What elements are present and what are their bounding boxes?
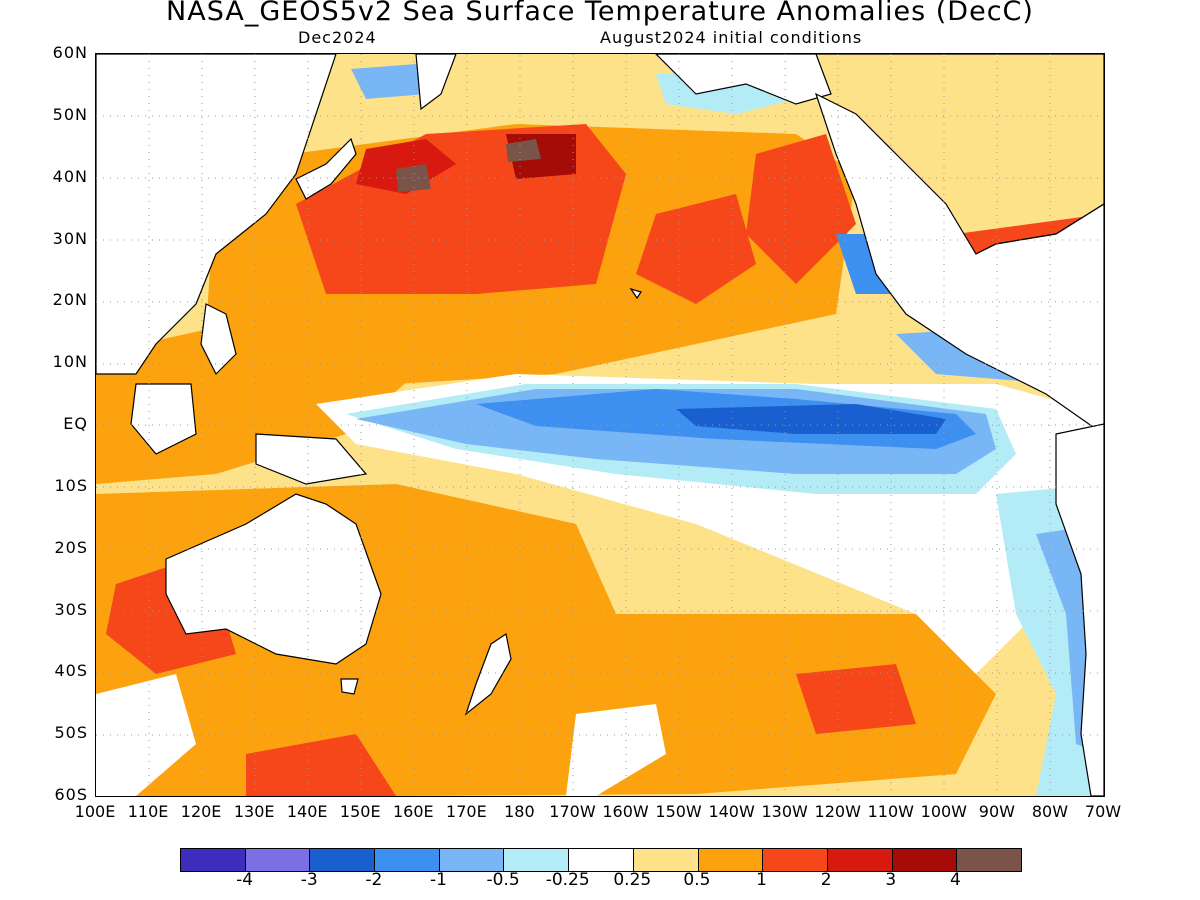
longitude-label: 180: [504, 802, 535, 821]
latitude-label: 50N: [52, 104, 88, 124]
legend-label: -1: [429, 870, 447, 890]
legend-label: -2: [365, 870, 383, 890]
alaska-landmass: [655, 54, 832, 105]
legend-label: -3: [300, 870, 318, 890]
initial-conditions-label: August2024 initial conditions: [600, 28, 863, 47]
north-america-coast: [814, 92, 1104, 435]
latitude-label: 60N: [52, 43, 88, 62]
tasmania-landmass: [340, 678, 359, 695]
longitude-label: 170E: [446, 802, 487, 821]
longitude-label: 170W: [549, 802, 596, 821]
anomaly-region: [396, 164, 431, 192]
longitude-label: 130E: [233, 802, 275, 821]
anomaly-region: [356, 139, 456, 194]
latitude-label: 60S: [54, 785, 88, 804]
legend-label: -0.25: [545, 870, 590, 890]
australia-landmass: [165, 493, 382, 665]
longitude-label: 160E: [392, 802, 434, 821]
longitude-label: 110W: [867, 802, 914, 821]
legend-swatch: [892, 849, 958, 871]
latitude-label: 30N: [52, 228, 88, 248]
latitude-label: 20N: [52, 290, 88, 310]
anomaly-region: [796, 664, 916, 734]
legend-swatch: [439, 849, 505, 871]
legend-swatch: [569, 849, 634, 871]
map-gridlines: [96, 54, 1104, 796]
latitude-label: 10N: [52, 352, 88, 372]
latitude-label: 40S: [54, 661, 88, 681]
longitude-label: 150E: [339, 802, 381, 821]
legend-label: 4: [949, 870, 961, 890]
south-america-landmass: [1055, 423, 1104, 796]
japan-landmass: [295, 137, 357, 200]
longitude-label: 90W: [978, 802, 1015, 821]
latitude-label: 40N: [52, 166, 88, 186]
legend-swatch: [633, 849, 699, 871]
legend-swatch: [310, 849, 376, 871]
anomaly-region: [636, 194, 756, 304]
borneo-landmass: [130, 383, 197, 455]
longitude-label: 140E: [286, 802, 328, 821]
philippines-landmass: [200, 303, 237, 376]
anomaly-region: [246, 734, 396, 796]
legend-label: 0.5: [683, 870, 711, 890]
anomaly-region: [746, 134, 856, 284]
legend-label: -0.5: [486, 870, 520, 890]
land-masses: [96, 54, 1104, 796]
legend-label: 2: [820, 870, 832, 890]
legend-swatch: [245, 849, 311, 871]
anomaly-region: [566, 704, 666, 796]
legend-label: 1: [756, 870, 767, 890]
color-legend: [180, 848, 1022, 872]
legend-swatch: [375, 849, 440, 871]
legend-swatch: [698, 849, 764, 871]
longitude-label: 120E: [180, 802, 222, 821]
legend-label: 0.25: [613, 870, 652, 890]
legend-swatch: [827, 849, 893, 871]
legend-label: -4: [236, 870, 254, 890]
kamchatka-landmass: [415, 54, 457, 111]
legend-swatch: [957, 849, 1021, 871]
asia-landmass: [96, 54, 337, 375]
longitude-label: 130W: [761, 802, 808, 821]
new-zealand-landmass: [464, 633, 512, 716]
longitude-label: 70W: [1084, 802, 1122, 821]
new-guinea-landmass: [255, 433, 368, 485]
latitude-label: 30S: [54, 599, 88, 619]
legend-swatch: [504, 849, 570, 871]
longitude-label: 120W: [814, 802, 861, 821]
legend-swatch: [763, 849, 828, 871]
anomaly-region: [506, 139, 541, 162]
longitude-label: 100W: [920, 802, 967, 821]
legend-swatch: [181, 849, 246, 871]
longitude-label: 80W: [1031, 802, 1069, 821]
longitude-label: 100E: [74, 802, 116, 821]
latitude-label: EQ: [63, 414, 88, 433]
latitude-label: 50S: [54, 723, 88, 743]
anomaly-region: [351, 64, 426, 99]
longitude-label: 110E: [127, 802, 169, 821]
longitude-label: 150W: [655, 802, 702, 821]
longitude-label: 140W: [708, 802, 755, 821]
longitude-label: 160W: [602, 802, 649, 821]
anomaly-region: [676, 404, 946, 434]
hawaii-islands: [629, 287, 642, 300]
map-title: NASA_GEOS5v2 Sea Surface Temperature Ano…: [166, 0, 1034, 27]
legend-label: 3: [885, 870, 897, 890]
latitude-label: 10S: [54, 475, 88, 495]
forecast-month-label: Dec2024: [298, 28, 377, 47]
latitude-label: 20S: [54, 537, 88, 557]
sst-anomaly-map: [95, 53, 1105, 797]
